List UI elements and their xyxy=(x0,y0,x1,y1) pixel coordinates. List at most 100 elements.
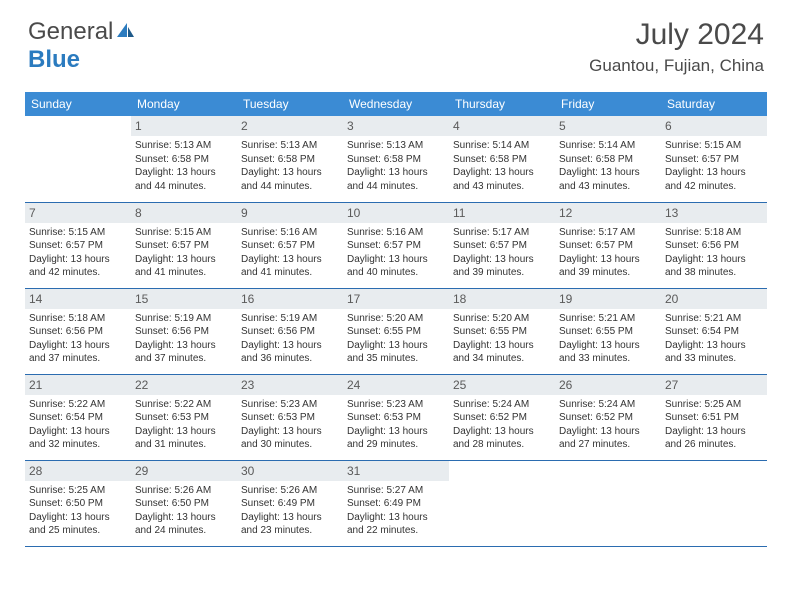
calendar-cell: 17Sunrise: 5:20 AMSunset: 6:55 PMDayligh… xyxy=(343,288,449,374)
month-title: July 2024 xyxy=(589,18,764,52)
calendar-cell: 19Sunrise: 5:21 AMSunset: 6:55 PMDayligh… xyxy=(555,288,661,374)
day-details: Sunrise: 5:14 AMSunset: 6:58 PMDaylight:… xyxy=(449,136,555,197)
calendar-cell: 22Sunrise: 5:22 AMSunset: 6:53 PMDayligh… xyxy=(131,374,237,460)
sunrise-text: Sunrise: 5:15 AM xyxy=(665,139,763,153)
sunrise-text: Sunrise: 5:23 AM xyxy=(241,398,339,412)
day-details: Sunrise: 5:15 AMSunset: 6:57 PMDaylight:… xyxy=(661,136,767,197)
day-details: Sunrise: 5:14 AMSunset: 6:58 PMDaylight:… xyxy=(555,136,661,197)
sunset-text: Sunset: 6:57 PM xyxy=(135,239,233,253)
day-number: 13 xyxy=(661,203,767,223)
day-number: 12 xyxy=(555,203,661,223)
daylight-text: Daylight: 13 hours and 29 minutes. xyxy=(347,425,445,452)
sunset-text: Sunset: 6:49 PM xyxy=(241,497,339,511)
day-details: Sunrise: 5:22 AMSunset: 6:53 PMDaylight:… xyxy=(131,395,237,456)
day-details: Sunrise: 5:13 AMSunset: 6:58 PMDaylight:… xyxy=(131,136,237,197)
day-details: Sunrise: 5:18 AMSunset: 6:56 PMDaylight:… xyxy=(661,223,767,284)
sunrise-text: Sunrise: 5:17 AM xyxy=(559,226,657,240)
sunset-text: Sunset: 6:53 PM xyxy=(347,411,445,425)
weekday-header: Friday xyxy=(555,92,661,116)
sunrise-text: Sunrise: 5:13 AM xyxy=(347,139,445,153)
day-number: 7 xyxy=(25,203,131,223)
day-details: Sunrise: 5:24 AMSunset: 6:52 PMDaylight:… xyxy=(555,395,661,456)
day-number: 6 xyxy=(661,116,767,136)
calendar-cell: 26Sunrise: 5:24 AMSunset: 6:52 PMDayligh… xyxy=(555,374,661,460)
brand-text: GeneralBlue xyxy=(28,18,135,74)
calendar-cell xyxy=(25,116,131,202)
calendar-cell: 13Sunrise: 5:18 AMSunset: 6:56 PMDayligh… xyxy=(661,202,767,288)
day-number: 19 xyxy=(555,289,661,309)
sunset-text: Sunset: 6:56 PM xyxy=(29,325,127,339)
day-number: 21 xyxy=(25,375,131,395)
sunrise-text: Sunrise: 5:15 AM xyxy=(29,226,127,240)
daylight-text: Daylight: 13 hours and 32 minutes. xyxy=(29,425,127,452)
sunrise-text: Sunrise: 5:18 AM xyxy=(29,312,127,326)
day-number: 24 xyxy=(343,375,449,395)
day-details: Sunrise: 5:20 AMSunset: 6:55 PMDaylight:… xyxy=(343,309,449,370)
sunset-text: Sunset: 6:58 PM xyxy=(559,153,657,167)
sunrise-text: Sunrise: 5:13 AM xyxy=(135,139,233,153)
daylight-text: Daylight: 13 hours and 31 minutes. xyxy=(135,425,233,452)
weekday-header: Tuesday xyxy=(237,92,343,116)
day-number: 11 xyxy=(449,203,555,223)
daylight-text: Daylight: 13 hours and 26 minutes. xyxy=(665,425,763,452)
calendar-cell: 9Sunrise: 5:16 AMSunset: 6:57 PMDaylight… xyxy=(237,202,343,288)
day-details: Sunrise: 5:26 AMSunset: 6:50 PMDaylight:… xyxy=(131,481,237,542)
daylight-text: Daylight: 13 hours and 38 minutes. xyxy=(665,253,763,280)
sunrise-text: Sunrise: 5:25 AM xyxy=(29,484,127,498)
calendar-cell: 7Sunrise: 5:15 AMSunset: 6:57 PMDaylight… xyxy=(25,202,131,288)
day-number: 30 xyxy=(237,461,343,481)
sunset-text: Sunset: 6:49 PM xyxy=(347,497,445,511)
daylight-text: Daylight: 13 hours and 30 minutes. xyxy=(241,425,339,452)
sunset-text: Sunset: 6:57 PM xyxy=(241,239,339,253)
day-number: 8 xyxy=(131,203,237,223)
sunrise-text: Sunrise: 5:15 AM xyxy=(135,226,233,240)
sunrise-text: Sunrise: 5:27 AM xyxy=(347,484,445,498)
brand-part2: Blue xyxy=(28,46,80,73)
daylight-text: Daylight: 13 hours and 42 minutes. xyxy=(29,253,127,280)
day-details: Sunrise: 5:13 AMSunset: 6:58 PMDaylight:… xyxy=(343,136,449,197)
day-number: 31 xyxy=(343,461,449,481)
day-number: 27 xyxy=(661,375,767,395)
day-details: Sunrise: 5:23 AMSunset: 6:53 PMDaylight:… xyxy=(237,395,343,456)
sunrise-text: Sunrise: 5:16 AM xyxy=(241,226,339,240)
sunrise-text: Sunrise: 5:17 AM xyxy=(453,226,551,240)
calendar-cell: 21Sunrise: 5:22 AMSunset: 6:54 PMDayligh… xyxy=(25,374,131,460)
day-number: 5 xyxy=(555,116,661,136)
day-details: Sunrise: 5:22 AMSunset: 6:54 PMDaylight:… xyxy=(25,395,131,456)
day-details: Sunrise: 5:15 AMSunset: 6:57 PMDaylight:… xyxy=(131,223,237,284)
day-number: 26 xyxy=(555,375,661,395)
day-number xyxy=(661,461,767,481)
calendar-cell: 24Sunrise: 5:23 AMSunset: 6:53 PMDayligh… xyxy=(343,374,449,460)
day-number: 28 xyxy=(25,461,131,481)
calendar-row: 14Sunrise: 5:18 AMSunset: 6:56 PMDayligh… xyxy=(25,288,767,374)
sunset-text: Sunset: 6:57 PM xyxy=(665,153,763,167)
daylight-text: Daylight: 13 hours and 33 minutes. xyxy=(665,339,763,366)
weekday-header: Saturday xyxy=(661,92,767,116)
day-number: 3 xyxy=(343,116,449,136)
sunset-text: Sunset: 6:57 PM xyxy=(559,239,657,253)
day-number: 29 xyxy=(131,461,237,481)
sunset-text: Sunset: 6:51 PM xyxy=(665,411,763,425)
sunrise-text: Sunrise: 5:21 AM xyxy=(665,312,763,326)
sunset-text: Sunset: 6:58 PM xyxy=(241,153,339,167)
daylight-text: Daylight: 13 hours and 44 minutes. xyxy=(241,166,339,193)
weekday-header-row: Sunday Monday Tuesday Wednesday Thursday… xyxy=(25,92,767,116)
title-block: July 2024 Guantou, Fujian, China xyxy=(589,18,764,76)
day-details: Sunrise: 5:16 AMSunset: 6:57 PMDaylight:… xyxy=(237,223,343,284)
weekday-header: Wednesday xyxy=(343,92,449,116)
day-details: Sunrise: 5:26 AMSunset: 6:49 PMDaylight:… xyxy=(237,481,343,542)
day-number xyxy=(25,116,131,136)
day-details: Sunrise: 5:21 AMSunset: 6:54 PMDaylight:… xyxy=(661,309,767,370)
daylight-text: Daylight: 13 hours and 44 minutes. xyxy=(135,166,233,193)
calendar-cell: 29Sunrise: 5:26 AMSunset: 6:50 PMDayligh… xyxy=(131,460,237,546)
sunrise-text: Sunrise: 5:22 AM xyxy=(135,398,233,412)
day-details: Sunrise: 5:24 AMSunset: 6:52 PMDaylight:… xyxy=(449,395,555,456)
daylight-text: Daylight: 13 hours and 40 minutes. xyxy=(347,253,445,280)
daylight-text: Daylight: 13 hours and 34 minutes. xyxy=(453,339,551,366)
daylight-text: Daylight: 13 hours and 33 minutes. xyxy=(559,339,657,366)
calendar-cell: 4Sunrise: 5:14 AMSunset: 6:58 PMDaylight… xyxy=(449,116,555,202)
day-details: Sunrise: 5:15 AMSunset: 6:57 PMDaylight:… xyxy=(25,223,131,284)
calendar-cell: 27Sunrise: 5:25 AMSunset: 6:51 PMDayligh… xyxy=(661,374,767,460)
daylight-text: Daylight: 13 hours and 24 minutes. xyxy=(135,511,233,538)
day-number: 15 xyxy=(131,289,237,309)
